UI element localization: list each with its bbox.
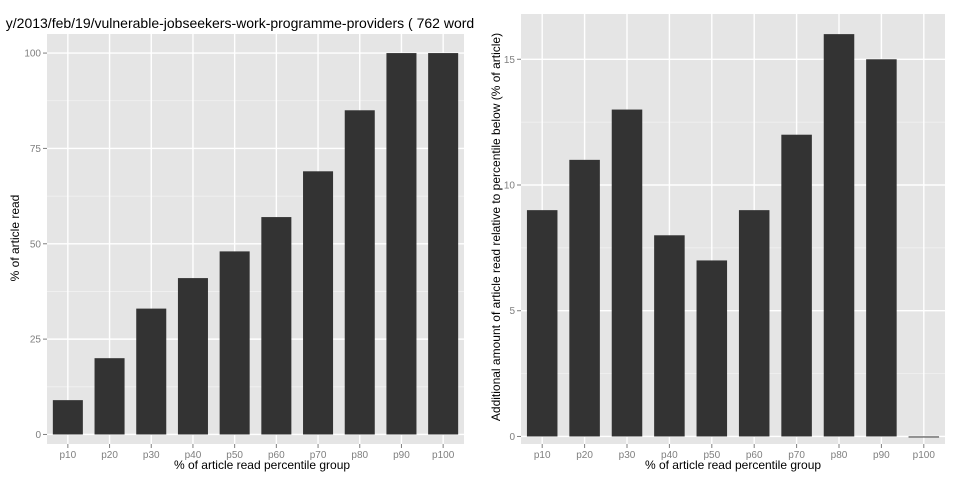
chart-title: y/2013/feb/19/vulnerable-jobseekers-work… xyxy=(6,15,474,31)
bar-p90 xyxy=(386,53,417,435)
y-axis-title: Additional amount of article read relati… xyxy=(489,33,503,421)
x-tick-label: p90 xyxy=(873,450,890,461)
x-tick-label: p80 xyxy=(351,450,368,461)
y-tick-label: 100 xyxy=(24,49,41,60)
x-tick-label: p70 xyxy=(788,450,805,461)
bar-p70 xyxy=(781,134,812,437)
x-tick-label: p100 xyxy=(432,450,455,461)
bar-p70 xyxy=(303,171,334,435)
bar-p20 xyxy=(569,159,600,437)
x-tick-label: p10 xyxy=(534,450,551,461)
x-axis-title: % of article read percentile group xyxy=(174,458,350,472)
right-bar-chart: 0 5 10 15 p10 p20 p30 p40 p50 p60 p70 p80 p90 p100 % o… xyxy=(489,14,945,472)
x-tick-label: p20 xyxy=(101,450,118,461)
x-tick-label: p50 xyxy=(703,450,720,461)
y-tick-label: 50 xyxy=(30,239,42,250)
y-tick-label: 0 xyxy=(35,430,41,441)
x-tick-label: p30 xyxy=(143,450,160,461)
bar-p30 xyxy=(611,109,643,437)
x-tick-label: p40 xyxy=(185,450,202,461)
y-tick-label: 0 xyxy=(509,432,515,443)
bar-p60 xyxy=(261,217,292,435)
x-tick-label: p40 xyxy=(661,450,678,461)
bar-p40 xyxy=(177,278,208,435)
bar-p80 xyxy=(344,110,375,435)
x-tick-label: p30 xyxy=(619,450,636,461)
x-tick-label: p70 xyxy=(310,450,327,461)
bar-p10 xyxy=(52,400,83,435)
left-bar-chart: 0 25 50 75 100 p10 p20 p30 p40 p50 p60 p70 p80 p90 p10… xyxy=(6,15,474,472)
bar-p60 xyxy=(738,210,770,437)
x-tick-label: p80 xyxy=(831,450,848,461)
y-tick-label: 25 xyxy=(30,335,42,346)
x-tick-label: p60 xyxy=(268,450,285,461)
bar-p30 xyxy=(136,308,167,435)
y-tick-label: 10 xyxy=(504,180,516,191)
bar-p20 xyxy=(94,358,125,435)
x-tick-label: p20 xyxy=(576,450,593,461)
bar-p40 xyxy=(654,235,685,437)
bar-p50 xyxy=(219,251,250,435)
x-tick-label: p10 xyxy=(60,450,77,461)
x-tick-label: p90 xyxy=(393,450,410,461)
bar-p90 xyxy=(866,59,897,437)
y-tick-label: 75 xyxy=(30,144,42,155)
bar-p100 xyxy=(428,53,459,435)
bar-p100 xyxy=(908,436,940,438)
x-axis-title: % of article read percentile group xyxy=(645,458,821,472)
y-axis-title: % of article read xyxy=(8,195,22,282)
x-tick-label: p60 xyxy=(746,450,763,461)
y-tick-label: 5 xyxy=(509,306,515,317)
x-tick-label: p50 xyxy=(226,450,243,461)
bar-p80 xyxy=(823,34,855,437)
bar-p10 xyxy=(526,210,558,437)
y-tick-label: 15 xyxy=(504,55,516,66)
x-tick-label: p100 xyxy=(913,450,936,461)
bar-p50 xyxy=(696,260,728,437)
